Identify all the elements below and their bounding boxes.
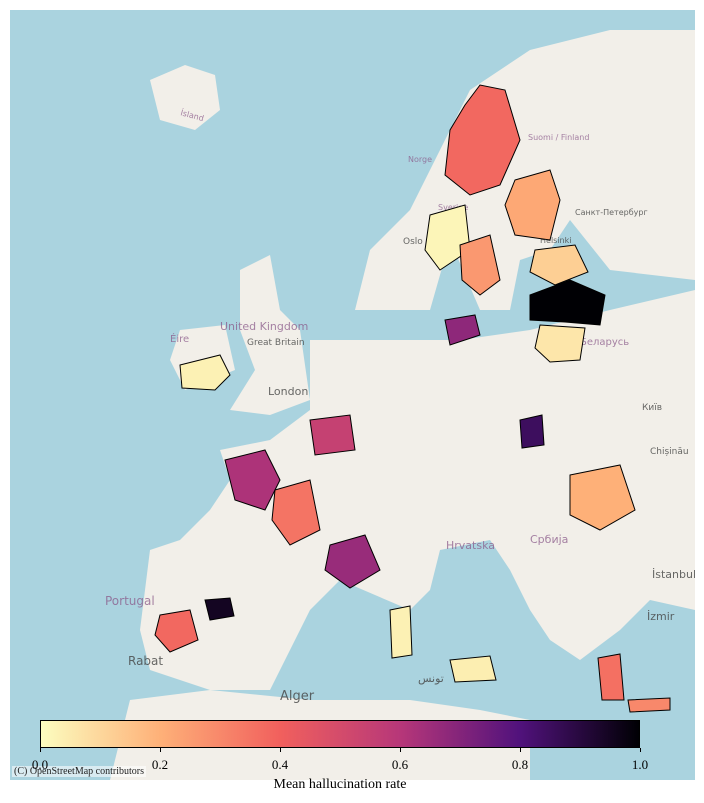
- region-latvia[interactable]: [529, 279, 606, 326]
- map-attribution: (C) OpenStreetMap contributors: [12, 766, 146, 777]
- region-central-france[interactable]: [271, 479, 321, 546]
- colorbar-tick-label: 0.2: [151, 757, 169, 772]
- region-sicilia[interactable]: [449, 655, 497, 683]
- region-ireland[interactable]: [179, 354, 231, 391]
- colorbar-label: Mean hallucination rate: [273, 777, 407, 792]
- region-crete[interactable]: [627, 697, 671, 713]
- map-label: İzmir: [647, 610, 675, 623]
- colorbar-ticks: 0.0 0.2 0.4 0.6 0.8 1.0: [32, 748, 648, 772]
- colorbar-tick: [160, 748, 161, 752]
- colorbar-tick-label: 0.8: [511, 757, 529, 772]
- map-panel[interactable]: Ísland Norge Suomi / Finland Sverige Сан…: [10, 10, 695, 780]
- region-pohjois-pohjanmaa[interactable]: [504, 169, 561, 241]
- colorbar-tick: [640, 748, 641, 752]
- map-label: Oslo: [403, 237, 423, 247]
- map-label: Alger: [280, 689, 315, 704]
- region-lithuania[interactable]: [534, 324, 586, 363]
- region-peloponnese[interactable]: [597, 653, 625, 701]
- choropleth-regions: [154, 84, 671, 713]
- map-label: تونس: [418, 672, 444, 685]
- map-label: Беларусь: [580, 337, 629, 348]
- region-romania-west[interactable]: [569, 464, 636, 531]
- land-uk: [230, 255, 310, 415]
- colorbar-tick-label: 0.4: [271, 757, 289, 772]
- colorbar-tick: [520, 748, 521, 752]
- colorbar-tick: [280, 748, 281, 752]
- map-label: İstanbul: [652, 568, 695, 581]
- map-label: Київ: [642, 403, 662, 413]
- map-label: Rabat: [128, 654, 163, 668]
- region-estonia[interactable]: [529, 244, 589, 286]
- map-label: Éire: [170, 332, 189, 345]
- region-slovakia-north[interactable]: [519, 414, 545, 449]
- region-south-east-france[interactable]: [324, 534, 381, 589]
- region-extremadura[interactable]: [154, 609, 199, 653]
- land-continent: [140, 290, 695, 690]
- colorbar-tick-label: 1.0: [631, 757, 649, 772]
- map-label: United Kingdom: [220, 320, 308, 333]
- map-label: Great Britain: [247, 338, 305, 348]
- colorbar-tick-label: 0.6: [391, 757, 409, 772]
- region-west-france[interactable]: [224, 449, 281, 511]
- map-label: Portugal: [105, 594, 155, 608]
- map-label: London: [268, 385, 308, 398]
- colorbar-gradient: [40, 720, 640, 748]
- region-lappi[interactable]: [444, 84, 521, 196]
- colorbar-tick-label: 0.0: [31, 757, 49, 772]
- region-norrland-west[interactable]: [424, 204, 471, 271]
- map-label: Norge: [408, 155, 432, 164]
- map-label: Chișinău: [650, 447, 689, 457]
- region-danish-islands[interactable]: [444, 314, 481, 346]
- map-label: Hrvatska: [446, 539, 495, 552]
- colorbar-tick: [40, 748, 41, 752]
- map-label: Sverige: [438, 203, 468, 212]
- region-sardegna[interactable]: [389, 605, 413, 659]
- map-label: Србија: [530, 533, 568, 546]
- map-label: Санкт-Петербург: [575, 208, 648, 217]
- map-label: Helsinki: [540, 236, 571, 245]
- map-canvas: Ísland Norge Suomi / Finland Sverige Сан…: [10, 10, 695, 780]
- region-stockholm[interactable]: [459, 234, 501, 296]
- region-madrid[interactable]: [204, 597, 235, 621]
- land-iceland: [150, 65, 220, 130]
- map-label: Suomi / Finland: [528, 133, 589, 142]
- region-central-europe-west[interactable]: [309, 414, 356, 456]
- colorbar: [40, 720, 640, 748]
- colorbar-tick: [400, 748, 401, 752]
